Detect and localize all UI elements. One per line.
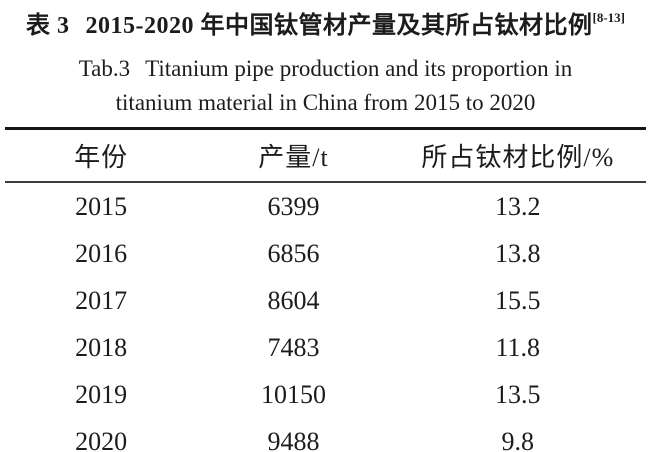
cell-year: 2018 xyxy=(75,332,128,362)
table-row: 2019 10150 13.5 xyxy=(5,371,646,418)
cell-year: 2015 xyxy=(75,191,128,221)
cell-production: 6399 xyxy=(267,191,320,221)
table-caption-en-label: Tab.3 xyxy=(78,56,131,81)
citation-reference: [8-13] xyxy=(592,10,626,25)
cell-proportion: 13.5 xyxy=(495,379,541,409)
table-row: 2018 7483 11.8 xyxy=(5,324,646,371)
col-header-year: 年份 xyxy=(5,128,198,183)
cell-production: 8604 xyxy=(267,285,320,315)
cell-year: 2020 xyxy=(75,426,128,452)
cell-proportion: 11.8 xyxy=(495,332,541,362)
cell-production: 9488 xyxy=(267,426,320,452)
table-caption-en-line1: Tab.3 Titanium pipe production and its pr… xyxy=(0,52,651,86)
table-caption-zh: 表 3 2015-2020 年中国钛管材产量及其所占钛材比例[8-13] xyxy=(0,0,651,42)
table-caption-en-text1: Titanium pipe production and its proport… xyxy=(145,56,573,81)
cell-year: 2019 xyxy=(75,379,128,409)
cell-proportion: 13.8 xyxy=(495,238,541,268)
table-caption-zh-label: 表 3 xyxy=(26,13,70,39)
table-header-row: 年份 产量/t 所占钛材比例/% xyxy=(5,128,646,183)
cell-production: 7483 xyxy=(267,332,320,362)
col-header-proportion: 所占钛材比例/% xyxy=(389,128,646,183)
table-row: 2020 9488 9.8 xyxy=(5,418,646,452)
cell-year: 2017 xyxy=(75,285,128,315)
cell-year: 2016 xyxy=(75,238,128,268)
cell-production: 6856 xyxy=(267,238,320,268)
table-row: 2016 6856 13.8 xyxy=(5,230,646,277)
cell-proportion: 13.2 xyxy=(495,191,541,221)
cell-proportion: 9.8 xyxy=(501,426,535,452)
table-row: 2015 6399 13.2 xyxy=(5,182,646,230)
table-row: 2017 8604 15.5 xyxy=(5,277,646,324)
cell-production: 10150 xyxy=(260,379,326,409)
table-caption-en: Tab.3 Titanium pipe production and its pr… xyxy=(0,52,651,120)
table-caption-zh-text: 2015-2020 年中国钛管材产量及其所占钛材比例 xyxy=(85,13,593,39)
data-table: 年份 产量/t 所占钛材比例/% 2015 6399 13.2 2016 685… xyxy=(5,127,646,452)
col-header-production: 产量/t xyxy=(197,128,390,183)
cell-proportion: 15.5 xyxy=(495,285,541,315)
table-caption-en-line2: titanium material in China from 2015 to … xyxy=(115,90,536,115)
